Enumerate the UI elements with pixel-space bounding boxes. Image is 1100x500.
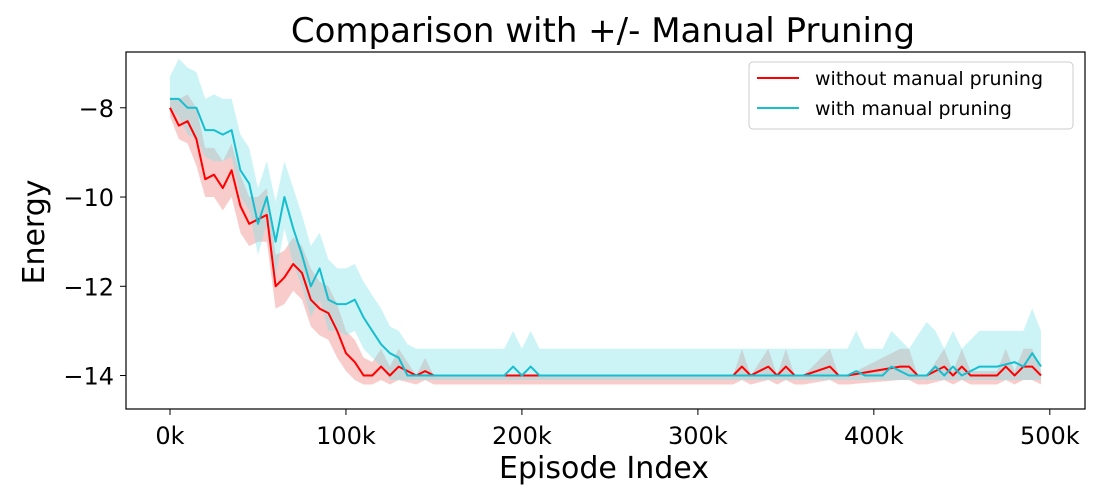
plot-frame	[125, 51, 1086, 410]
confidence-bands	[170, 58, 1041, 385]
x-tick-label: 500k	[1020, 422, 1080, 450]
x-tick-label: 200k	[492, 422, 552, 450]
band-with-pruning	[170, 58, 1041, 380]
x-axis-title: Episode Index	[499, 451, 709, 486]
y-tick-label: −12	[63, 273, 114, 301]
y-tick-label: −14	[63, 363, 114, 391]
legend-label-with-pruning: with manual pruning	[815, 98, 1012, 120]
x-tick-label: 100k	[316, 422, 376, 450]
legend: without manual pruning with manual pruni…	[748, 61, 1074, 130]
x-tick-label: 300k	[668, 422, 728, 450]
y-tick-label: −10	[63, 184, 114, 212]
x-axis: 0k 100k 200k 300k 400k 500k	[155, 409, 1080, 450]
legend-label-without-pruning: without manual pruning	[815, 68, 1043, 90]
series-lines	[169, 97, 1042, 377]
x-tick-label: 0k	[155, 422, 184, 450]
y-axis-title: Energy	[17, 179, 52, 284]
x-tick-label: 400k	[844, 422, 904, 450]
legend-box	[748, 61, 1074, 130]
chart-title: Comparison with +/- Manual Pruning	[291, 11, 915, 51]
y-axis: −8 −10 −12 −14	[63, 95, 126, 391]
line-with-pruning	[170, 97, 1042, 377]
y-tick-label: −8	[79, 95, 114, 123]
